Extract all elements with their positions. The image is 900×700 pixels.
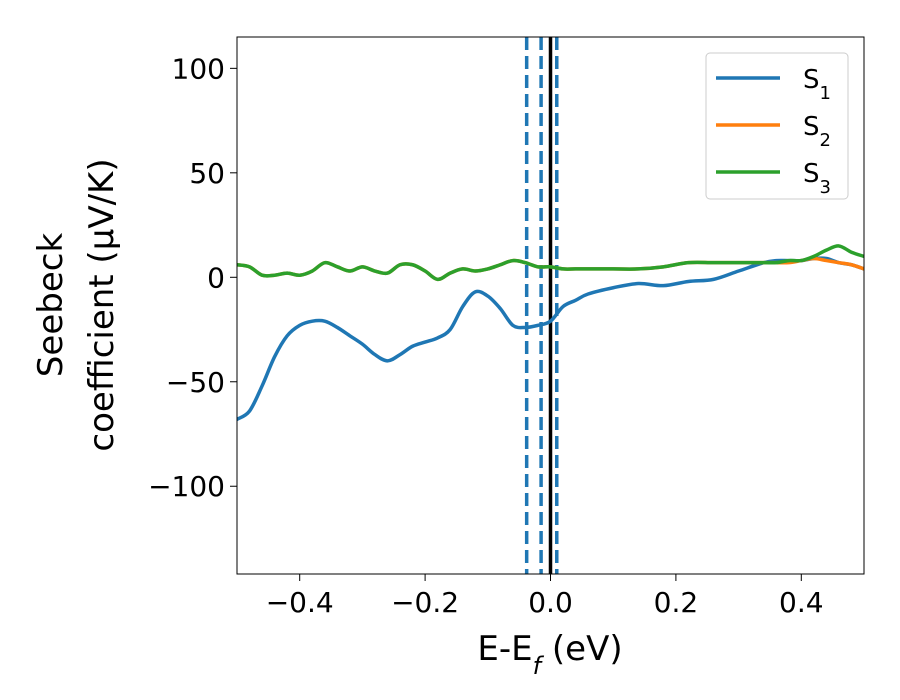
y-axis-title-line2: coefficient (μV/K) — [82, 158, 122, 451]
y-tick-label: −50 — [166, 366, 225, 399]
x-axis-title: E-Ef (eV) — [477, 629, 622, 680]
y-tick-label: −100 — [148, 470, 225, 503]
x-tick-label: 0.0 — [528, 586, 573, 619]
y-tick-label: 50 — [189, 157, 225, 190]
x-tick-label: −0.2 — [391, 586, 459, 619]
y-tick-label: 0 — [207, 261, 225, 294]
series-line-s1 — [237, 256, 864, 422]
x-tick-label: 0.4 — [779, 586, 824, 619]
legend-label-s1: S1 — [803, 65, 831, 104]
series-line-s3 — [237, 244, 864, 282]
legend: S1 S2 S3 — [705, 52, 849, 200]
legend-label-s3: S3 — [803, 159, 831, 198]
y-tick-label: 100 — [172, 52, 225, 85]
legend-label-s2: S2 — [803, 112, 831, 151]
x-tick-label: 0.2 — [654, 586, 699, 619]
x-tick-label: −0.4 — [266, 586, 334, 619]
y-axis-title-line1: Seebeck — [31, 233, 71, 378]
